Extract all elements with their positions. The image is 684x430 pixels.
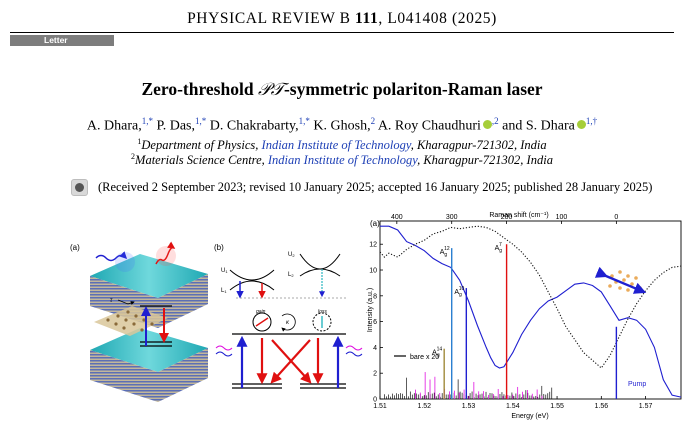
author-name[interactable]: and S. Dhara xyxy=(502,118,575,134)
top-tick-label: 0 xyxy=(614,214,618,221)
author-list: A. Dhara,1,* P. Das,1,* D. Chakrabarty,1… xyxy=(0,116,684,135)
journal-citation: , L041408 (2025) xyxy=(378,10,497,27)
journal-header: PHYSICAL REVIEW B 111, L041408 (2025) xyxy=(0,10,684,28)
top-axis-ticks: 400 300 200 100 0 xyxy=(391,214,618,224)
legend-label: bare x 20 xyxy=(410,354,439,361)
peak-label: Ag10 xyxy=(454,286,464,298)
bottom-mirror-side-left xyxy=(90,350,158,402)
author-affil-link[interactable]: 1,* xyxy=(298,116,310,126)
top-mirror-side-right xyxy=(158,274,208,328)
check-for-updates-icon[interactable] xyxy=(71,179,88,196)
u1-label: U1 xyxy=(221,268,228,274)
x-axis-title: Energy (eV) xyxy=(511,413,548,420)
author-affil-link[interactable]: ,2 xyxy=(491,116,499,126)
x-tick-label: 1.56 xyxy=(595,403,609,410)
loss-label: loss xyxy=(318,309,327,315)
affiliation-link[interactable]: Indian Institute of Technology xyxy=(261,138,411,153)
author-affil-link[interactable]: 2 xyxy=(370,116,376,126)
peak-label: Ag7 xyxy=(495,242,503,254)
top-axis-title: Raman shift (cm⁻¹) xyxy=(489,212,548,219)
received-dates: (Received 2 September 2023; revised 10 J… xyxy=(98,180,653,194)
author-name[interactable]: K. Ghosh, xyxy=(313,118,371,134)
bottom-mirror-side-right xyxy=(158,348,208,402)
pump-photon xyxy=(95,251,128,262)
y-tick-label: 6 xyxy=(373,319,377,326)
top-tick-label: 200 xyxy=(501,214,513,221)
panel-a-schematic: (a) τ xyxy=(70,241,208,402)
polariton-spectrum-line xyxy=(380,225,682,398)
y-tick-label: 12 xyxy=(369,242,377,249)
affiliation-2: 2Materials Science Centre, Indian Instit… xyxy=(131,152,553,168)
raman-peaks: Ag14 Ag12 Ag10 Ag7 xyxy=(432,242,618,399)
y-tick-label: 8 xyxy=(373,293,377,300)
l2-label: L2 xyxy=(288,272,294,278)
peak-label: Ag12 xyxy=(440,246,450,258)
y-axis-title: Intensity (a.u.) xyxy=(367,288,374,332)
bottom-mirror-top xyxy=(90,328,208,372)
author-affil-link[interactable]: 1,* xyxy=(195,116,207,126)
affiliation-1: 1Department of Physics, Indian Institute… xyxy=(137,137,547,153)
panel-b-schematic: (b) U1 L1 U2 L2 gain loss κ xyxy=(214,243,363,389)
orcid-icon[interactable] xyxy=(576,119,586,129)
y-tick-label: 10 xyxy=(369,268,377,275)
plot-frame xyxy=(379,220,682,400)
y-axis-ticks: 0 2 4 6 8 10 12 xyxy=(369,242,383,404)
author-name[interactable]: P. Das, xyxy=(156,118,195,134)
y-tick-label: 4 xyxy=(373,345,377,352)
spectrum-series xyxy=(379,225,682,398)
x-tick-label: 1.51 xyxy=(373,403,387,410)
top-tick-label: 300 xyxy=(446,214,458,221)
journal-name: PHYSICAL REVIEW B xyxy=(187,10,356,27)
pump-label: Pump xyxy=(628,381,646,388)
affiliation-link[interactable]: Indian Institute of Technology xyxy=(267,153,418,168)
spectrum-panel-label: (a) xyxy=(370,219,380,228)
journal-volume: 111 xyxy=(355,10,379,27)
reference-spectrum-line xyxy=(379,225,682,369)
emitted-photon xyxy=(155,241,176,265)
y-tick-label: 0 xyxy=(373,397,377,404)
x-tick-label: 1.55 xyxy=(550,403,564,410)
author-name[interactable]: A. Dhara, xyxy=(86,118,142,134)
top-tick-label: 100 xyxy=(556,214,568,221)
top-tick-label: 400 xyxy=(391,214,403,221)
header-rule xyxy=(10,32,674,33)
author-name[interactable]: D. Chakrabarty, xyxy=(209,118,299,134)
x-tick-label: 1.53 xyxy=(462,403,476,410)
author-affil-link[interactable]: 1,* xyxy=(141,116,153,126)
title-symbol: 𝒫𝒯 xyxy=(257,80,284,100)
section-tag: Letter xyxy=(10,35,114,46)
article-title: Zero-threshold 𝒫𝒯-symmetric polariton-Ra… xyxy=(0,79,684,100)
polarization-inset xyxy=(594,266,647,294)
spectrum-panel: (a) Raman shift (cm⁻¹) Energy (eV) Inten… xyxy=(367,212,682,420)
author-name[interactable]: A. Roy Chaudhuri xyxy=(377,118,481,134)
title-prefix: Zero-threshold xyxy=(141,79,258,99)
gain-label: gain xyxy=(256,309,266,315)
author-affil-link[interactable]: 1,† xyxy=(585,116,598,126)
tau-label: τ xyxy=(110,298,113,304)
title-suffix: -symmetric polariton-Raman laser xyxy=(283,79,543,99)
l1-label: L1 xyxy=(221,288,227,294)
orcid-icon[interactable] xyxy=(482,119,492,129)
coupling-label: κ xyxy=(286,320,290,326)
top-mirror-top xyxy=(90,254,208,298)
raman-bare-spectrum xyxy=(384,372,553,399)
panel-b-label: (b) xyxy=(214,243,224,252)
peak-label: Ag14 xyxy=(432,347,442,359)
x-tick-label: 1.52 xyxy=(417,403,431,410)
x-tick-label: 1.54 xyxy=(506,403,520,410)
u2-label: U2 xyxy=(288,252,295,258)
section-bar: Letter xyxy=(10,35,674,46)
y-tick-label: 2 xyxy=(373,371,377,378)
panel-a-label: (a) xyxy=(70,243,80,252)
x-tick-label: 1.57 xyxy=(639,403,653,410)
